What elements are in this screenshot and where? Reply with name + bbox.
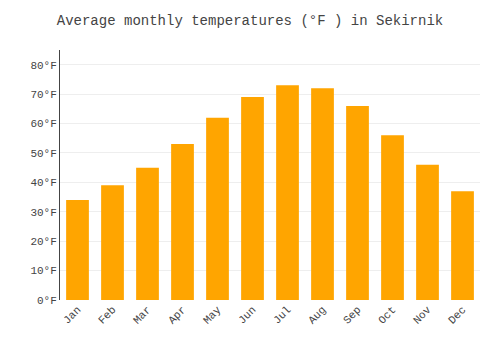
svg-text:Mar: Mar xyxy=(131,304,153,326)
svg-text:Sep: Sep xyxy=(341,304,363,326)
svg-text:80°F: 80°F xyxy=(30,60,56,72)
svg-text:Average monthly temperatures (: Average monthly temperatures (°F ) in Se… xyxy=(57,13,443,29)
svg-text:Jun: Jun xyxy=(236,304,258,326)
svg-text:30°F: 30°F xyxy=(30,207,56,219)
svg-text:Jan: Jan xyxy=(61,304,83,326)
svg-text:Oct: Oct xyxy=(376,304,398,326)
svg-text:Feb: Feb xyxy=(96,304,118,326)
svg-text:Dec: Dec xyxy=(446,304,468,326)
svg-text:10°F: 10°F xyxy=(30,265,56,277)
svg-text:0°F: 0°F xyxy=(37,295,57,307)
svg-text:Jul: Jul xyxy=(271,304,293,326)
svg-text:40°F: 40°F xyxy=(30,177,56,189)
svg-text:20°F: 20°F xyxy=(30,236,56,248)
svg-text:Aug: Aug xyxy=(306,304,328,326)
svg-text:50°F: 50°F xyxy=(30,148,56,160)
svg-text:70°F: 70°F xyxy=(30,89,56,101)
svg-text:May: May xyxy=(201,304,224,327)
svg-text:60°F: 60°F xyxy=(30,118,56,130)
svg-text:Nov: Nov xyxy=(411,304,434,327)
svg-text:Apr: Apr xyxy=(166,304,188,326)
